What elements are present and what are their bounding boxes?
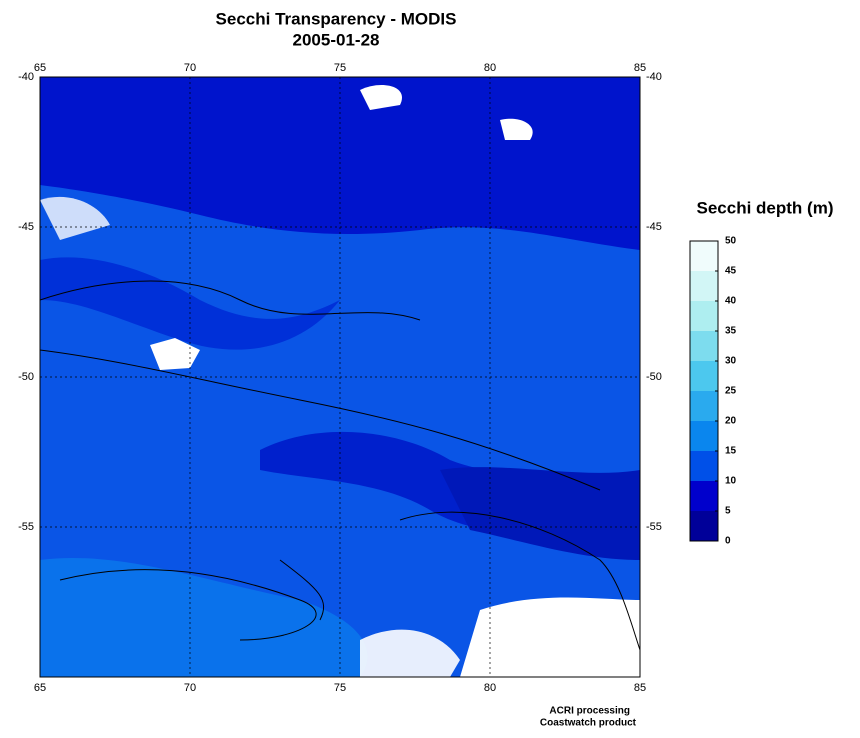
- colorbar-tick-label: 10: [725, 476, 737, 487]
- colorbar-segment: [690, 361, 718, 391]
- colorbar-tick-label: 40: [725, 296, 737, 307]
- y-tick-label-right: -45: [646, 221, 662, 233]
- footer-line1: ACRI processing: [549, 706, 630, 717]
- y-tick-label-left: -45: [18, 221, 34, 233]
- colorbar-tick-label: 35: [725, 326, 737, 337]
- x-tick-label-bottom: 70: [184, 682, 196, 694]
- x-tick-label-bottom: 85: [634, 682, 646, 694]
- x-tick-label-top: 70: [184, 62, 196, 74]
- footer-line2: Coastwatch product: [540, 718, 637, 729]
- colorbar-segment: [690, 331, 718, 361]
- colorbar-tick-label: 0: [725, 536, 731, 547]
- y-tick-label-right: -40: [646, 71, 662, 83]
- colorbar-segment: [690, 241, 718, 271]
- colorbar-tick-label: 5: [725, 506, 731, 517]
- colorbar-segment: [690, 301, 718, 331]
- date: 2005-01-28: [293, 30, 380, 49]
- colorbar-segment: [690, 391, 718, 421]
- colorbar-segment: [690, 451, 718, 481]
- y-tick-label-left: -50: [18, 371, 34, 383]
- colorbar-tick-label: 20: [725, 416, 737, 427]
- colorbar-segment: [690, 271, 718, 301]
- colorbar-tick-label: 45: [725, 266, 737, 277]
- colorbar-segment: [690, 421, 718, 451]
- colorbar-tick-label: 30: [725, 356, 737, 367]
- x-tick-label-bottom: 80: [484, 682, 496, 694]
- colorbar-segment: [690, 511, 718, 541]
- x-tick-label-bottom: 75: [334, 682, 346, 694]
- y-tick-label-left: -40: [18, 71, 34, 83]
- y-tick-label-left: -55: [18, 521, 34, 533]
- x-tick-label-top: 85: [634, 62, 646, 74]
- colorbar-tick-label: 15: [725, 446, 737, 457]
- colorbar-tick-label: 25: [725, 386, 737, 397]
- y-tick-label-right: -50: [646, 371, 662, 383]
- y-tick-label-right: -55: [646, 521, 662, 533]
- title: Secchi Transparency - MODIS: [216, 9, 457, 28]
- x-tick-label-top: 80: [484, 62, 496, 74]
- colorbar-tick-label: 50: [725, 236, 737, 247]
- x-tick-label-top: 65: [34, 62, 46, 74]
- x-tick-label-top: 75: [334, 62, 346, 74]
- x-tick-label-bottom: 65: [34, 682, 46, 694]
- colorbar-title: Secchi depth (m): [697, 198, 834, 217]
- colorbar-segment: [690, 481, 718, 511]
